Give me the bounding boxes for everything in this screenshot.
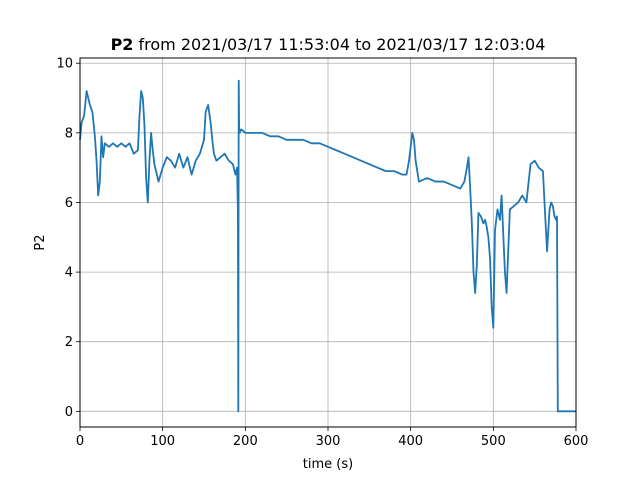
chart-title-rest: from 2021/03/17 11:53:04 to 2021/03/17 1…: [133, 35, 545, 54]
grid-lines: [79, 58, 577, 427]
x-tick-label: 600: [564, 434, 589, 449]
y-tick-label: 2: [65, 335, 73, 350]
y-tick-label: 6: [65, 196, 73, 211]
y-axis-ticks: 0 2 4 6 8 10: [56, 57, 80, 420]
y-tick-label: 8: [65, 126, 73, 141]
series-line: [79, 79, 576, 413]
x-axis-label: time (s): [303, 457, 353, 472]
x-tick-label: 200: [233, 434, 258, 449]
x-tick-label: 0: [76, 434, 84, 449]
x-tick-label: 500: [481, 434, 506, 449]
chart-title: P2 from 2021/03/17 11:53:04 to 2021/03/1…: [111, 35, 546, 54]
y-tick-label: 4: [65, 266, 73, 281]
x-axis-ticks: 0 100 200 300 400 500 600: [76, 427, 589, 449]
y-tick-label: 0: [65, 405, 73, 420]
x-tick-label: 400: [398, 434, 423, 449]
chart-title-bold: P2: [111, 35, 134, 54]
plot-area: [79, 79, 576, 413]
x-tick-label: 300: [316, 434, 341, 449]
y-tick-label: 10: [56, 57, 73, 72]
x-tick-label: 100: [150, 434, 175, 449]
y-axis-label: P2: [33, 234, 48, 250]
